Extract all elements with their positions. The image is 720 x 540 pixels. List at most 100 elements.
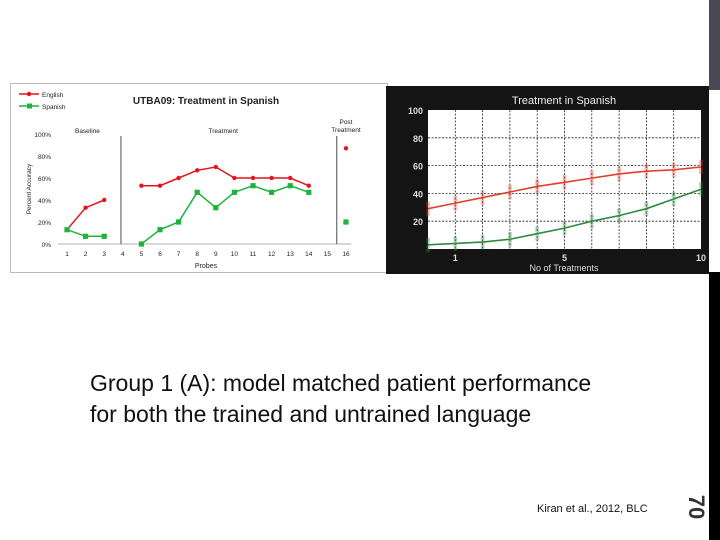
sample-point [507,231,512,236]
x-tick-label: 10 [231,251,239,258]
sample-point [426,201,430,206]
sample-point [535,228,540,233]
sample-point [426,203,430,208]
sample-point [589,173,594,178]
y-tick-label: 20% [38,220,51,227]
sample-point [562,231,567,236]
data-point [213,164,218,170]
x-tick-label: 7 [177,251,181,258]
model-chart-svg: Treatment in Spanish 20 40 60 80 100 1 5 10 No of… [408,95,706,273]
x-tick-label: 13 [287,251,295,258]
chart-title: UTBA09: Treatment in Spanish [133,96,279,107]
sample-point [644,208,649,213]
sample-point [453,238,458,243]
data-point [287,183,293,189]
data-point [157,183,163,188]
sample-point [562,220,567,225]
sample-point [589,224,594,229]
x-tick-label: 4 [121,251,125,258]
sample-point [507,187,512,192]
sample-point [644,166,649,171]
sample-point [507,195,512,200]
x-tick-label: 9 [214,251,218,258]
data-point [343,146,349,151]
citation: Kiran et al., 2012, BLC [537,503,648,515]
slide-edge-bar [709,272,720,540]
legend-label: Spanish [42,104,66,111]
sample-point [453,247,458,251]
sample-point [644,212,649,217]
sample-point [507,184,512,189]
sample-point [535,226,540,231]
sample-point [507,234,512,239]
model-chart: Treatment in Spanish 20 40 60 80 100 1 5 10 No of… [386,86,709,274]
english-model-line [427,166,702,210]
data-point [343,219,349,225]
sample-point [699,192,703,197]
sample-point [507,192,512,197]
english-line [141,166,310,187]
sample-point [699,184,703,189]
sample-point [453,198,458,203]
sample-point [699,181,703,186]
data-point [306,189,312,195]
sample-point [617,219,622,224]
y-axis-label: Percent Accuracy [26,163,33,214]
x-tick-label: 1 [65,251,69,258]
y-tick-label: 20 [413,217,423,227]
sample-point [589,213,594,218]
y-tick-label: 60% [38,176,51,183]
spanish-model-line [427,188,702,246]
sample-point [589,178,594,183]
data-point [232,175,237,181]
x-tick-label: 14 [305,251,313,258]
sample-point [644,201,649,206]
sample-point [562,182,567,187]
data-point [83,233,89,239]
sample-point [480,242,485,247]
sample-point [644,171,649,176]
data-point [101,233,107,239]
data-point [288,175,293,181]
slide-edge-stripe [709,0,720,90]
sample-point [480,192,485,197]
phase-label: Treatment [209,128,239,135]
data-point [250,175,256,181]
y-tick-label: 80% [38,154,51,161]
x-tick-label: 5 [140,251,144,258]
sample-point [671,202,676,207]
sample-point [699,159,703,164]
phase-label: Post Treatment [331,119,361,134]
data-point [269,189,275,195]
sample-point [644,174,649,179]
data-point [176,219,182,225]
sample-point [426,244,430,249]
x-tick-label: 8 [195,251,199,258]
sample-point [535,181,540,186]
sample-point [644,163,649,168]
data-point [269,175,274,181]
data-point [194,189,200,195]
patient-chart: UTBA09: Treatment in Spanish 0% 20% 40% 60% 8… [10,83,388,273]
data-point [306,183,311,188]
sample-point [535,237,540,242]
data-point [195,168,200,173]
x-tick-label: 12 [268,251,276,258]
x-tick-label: 3 [102,251,106,258]
x-axis-label: Probes [195,263,218,270]
sample-point [535,178,540,183]
sample-point [426,208,430,213]
sample-point [589,221,594,226]
sample-point [426,248,430,253]
data-point [231,189,237,195]
sample-point [644,203,649,208]
sample-point [480,190,485,195]
sample-point [480,201,485,206]
sample-point [671,191,676,196]
data-point [102,197,107,203]
sample-point [562,174,567,179]
x-tick-label: 11 [250,251,257,258]
sample-point [453,243,458,248]
spanish-line [140,184,310,245]
sample-point [562,228,567,233]
